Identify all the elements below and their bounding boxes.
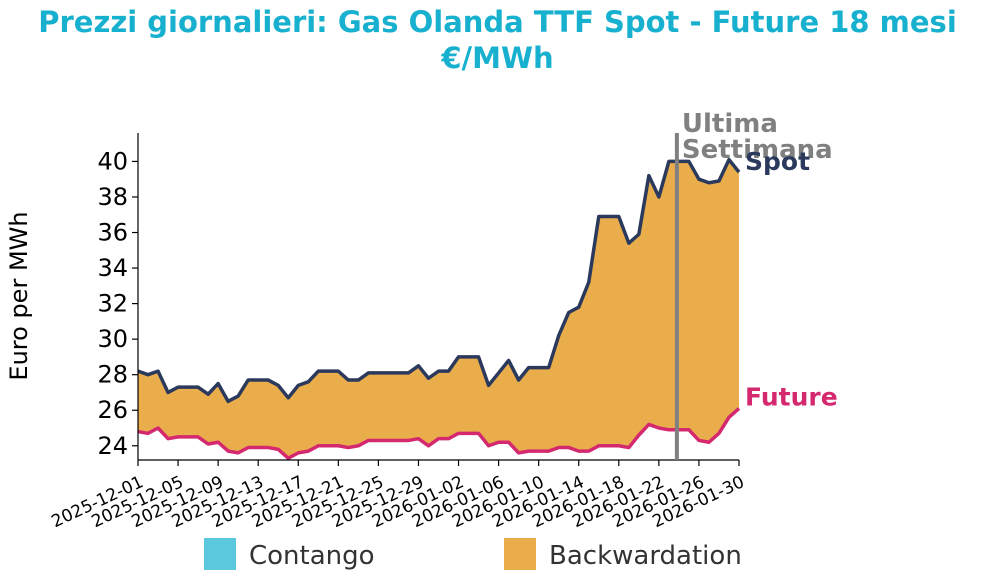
series-label-future: Future	[745, 382, 838, 411]
y-axis-label: Euro per MWh	[5, 211, 33, 380]
legend-label-backwardation: Backwardation	[549, 541, 742, 571]
fill-areas	[138, 159, 739, 459]
last-week-label-line2: Settimana	[682, 135, 833, 165]
y-tick-label: 26	[97, 396, 128, 424]
backwardation-area	[138, 159, 739, 459]
series-line-future	[137, 407, 741, 460]
x-ticks: 2025-12-012025-12-052025-12-092025-12-13…	[49, 460, 748, 532]
chart-subtitle: €/MWh	[441, 41, 554, 75]
legend-swatch-backwardation	[504, 538, 536, 570]
y-tick-label: 30	[97, 325, 128, 353]
legend-swatch-contango	[204, 538, 236, 570]
series-lines	[137, 157, 741, 460]
y-tick-label: 40	[97, 147, 128, 175]
y-tick-label: 36	[97, 219, 128, 247]
chart-title: Prezzi giornalieri: Gas Olanda TTF Spot …	[38, 5, 957, 39]
last-week-marker: Ultima Settimana	[674, 109, 833, 460]
y-tick-label: 24	[97, 432, 128, 460]
series-line-spot	[137, 157, 741, 404]
y-tick-label: 28	[97, 361, 128, 389]
y-tick-label: 32	[97, 290, 128, 318]
y-tick-label: 34	[97, 254, 128, 282]
series-label-spot: Spot	[745, 147, 810, 176]
legend-label-contango: Contango	[249, 541, 375, 571]
y-tick-label: 38	[97, 183, 128, 211]
y-ticks: 24 26 28 30 32 34 36 38 40	[97, 147, 138, 460]
last-week-label-line1: Ultima	[682, 109, 778, 139]
legend: Contango Backwardation	[204, 538, 742, 571]
axes	[137, 133, 739, 461]
